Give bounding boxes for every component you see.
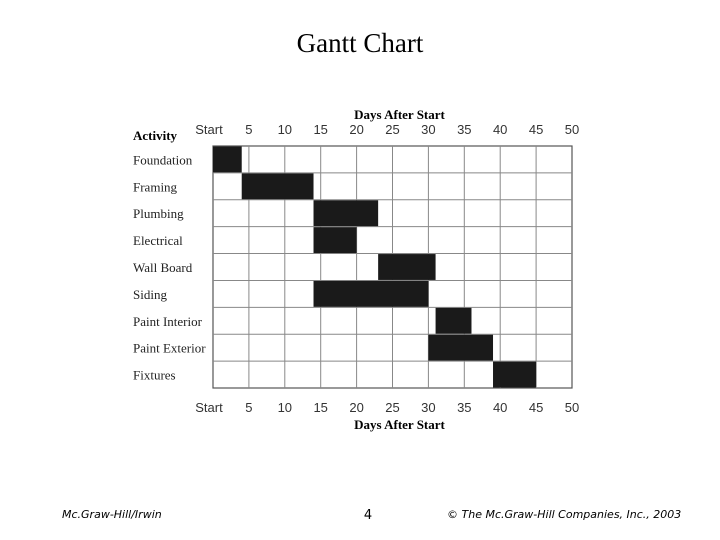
x-tick-label-top: 35 xyxy=(457,122,471,137)
activity-label: Siding xyxy=(133,287,167,302)
x-tick-label-top: 20 xyxy=(349,122,363,137)
activity-label: Plumbing xyxy=(133,206,184,221)
activity-label: Framing xyxy=(133,179,178,194)
x-tick-label-bottom: 35 xyxy=(457,400,471,415)
x-tick-label-bottom: 5 xyxy=(245,400,252,415)
x-tick-label-bottom: 40 xyxy=(493,400,507,415)
axis-title-bottom: Days After Start xyxy=(354,417,445,432)
gantt-bar xyxy=(241,173,314,200)
gantt-bar xyxy=(213,146,242,173)
x-tick-label-bottom: 10 xyxy=(278,400,292,415)
activity-label: Wall Board xyxy=(133,260,193,275)
slide-title: Gantt Chart xyxy=(296,28,424,58)
activity-label: Foundation xyxy=(133,152,193,167)
activity-label: Paint Exterior xyxy=(133,341,206,356)
activity-header: Activity xyxy=(133,128,178,143)
gantt-bar xyxy=(378,254,436,280)
gantt-bar xyxy=(435,307,472,334)
footer-copyright: © The Mc.Graw-Hill Companies, Inc., 2003 xyxy=(447,508,682,521)
x-tick-label-top: 40 xyxy=(493,122,507,137)
x-tick-label-bottom: 30 xyxy=(421,400,435,415)
page-number: 4 xyxy=(363,508,373,523)
gantt-bar xyxy=(313,227,357,254)
x-tick-label-bottom: 20 xyxy=(349,400,363,415)
gantt-bar xyxy=(428,334,494,361)
x-tick-label-top: Start xyxy=(195,122,223,137)
x-tick-label-top: 10 xyxy=(278,122,292,137)
x-tick-label-bottom: 15 xyxy=(313,400,327,415)
x-tick-label-top: 15 xyxy=(313,122,327,137)
x-tick-label-bottom: Start xyxy=(195,400,223,415)
gantt-bar xyxy=(313,200,379,227)
footer-publisher: Mc.Graw-Hill/Irwin xyxy=(62,508,162,521)
x-tick-label-top: 30 xyxy=(421,122,435,137)
x-tick-label-bottom: 25 xyxy=(385,400,399,415)
x-tick-label-bottom: 50 xyxy=(565,400,579,415)
axis-title-top: Days After Start xyxy=(354,107,445,122)
x-tick-label-top: 50 xyxy=(565,122,579,137)
x-tick-label-top: 25 xyxy=(385,122,399,137)
activity-label: Paint Interior xyxy=(133,314,203,329)
gantt-bar xyxy=(313,280,429,307)
gantt-bar xyxy=(493,361,537,388)
x-tick-label-top: 5 xyxy=(245,122,252,137)
activity-label: Electrical xyxy=(133,233,183,248)
x-tick-label-bottom: 45 xyxy=(529,400,543,415)
activity-label: Fixtures xyxy=(133,368,176,383)
x-tick-label-top: 45 xyxy=(529,122,543,137)
